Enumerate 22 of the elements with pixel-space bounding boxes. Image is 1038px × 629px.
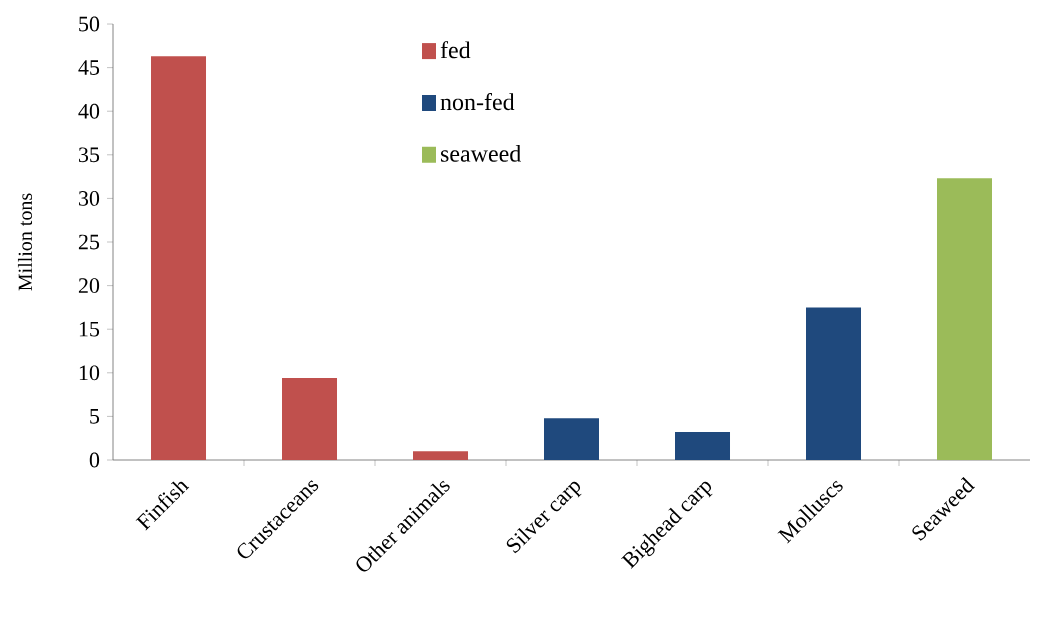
y-axis-title: Million tons: [17, 193, 33, 291]
y-tick-label: 20: [78, 278, 100, 294]
y-tick-label: 40: [78, 103, 100, 119]
legend-label: fed: [440, 41, 471, 59]
y-tick-label: 5: [90, 409, 100, 424]
y-tick-label: 35: [79, 147, 100, 163]
y-tick-label: 0: [89, 452, 100, 468]
y-tick-label: 30: [79, 191, 100, 206]
y-tick-label: 50: [79, 16, 100, 32]
y-tick-label: 15: [79, 321, 100, 337]
legend-label: non-fed: [440, 93, 515, 111]
bar: [413, 451, 469, 460]
bar: [282, 378, 338, 460]
bar: [675, 432, 731, 460]
bar: [806, 307, 861, 460]
bar: [544, 418, 599, 460]
y-tick-label: 25: [78, 234, 100, 250]
bar: [151, 56, 207, 460]
y-tick-label: 45: [78, 60, 100, 75]
y-tick-label: 10: [79, 365, 100, 381]
bar: [937, 178, 992, 460]
legend-label: seaweed: [440, 144, 522, 162]
